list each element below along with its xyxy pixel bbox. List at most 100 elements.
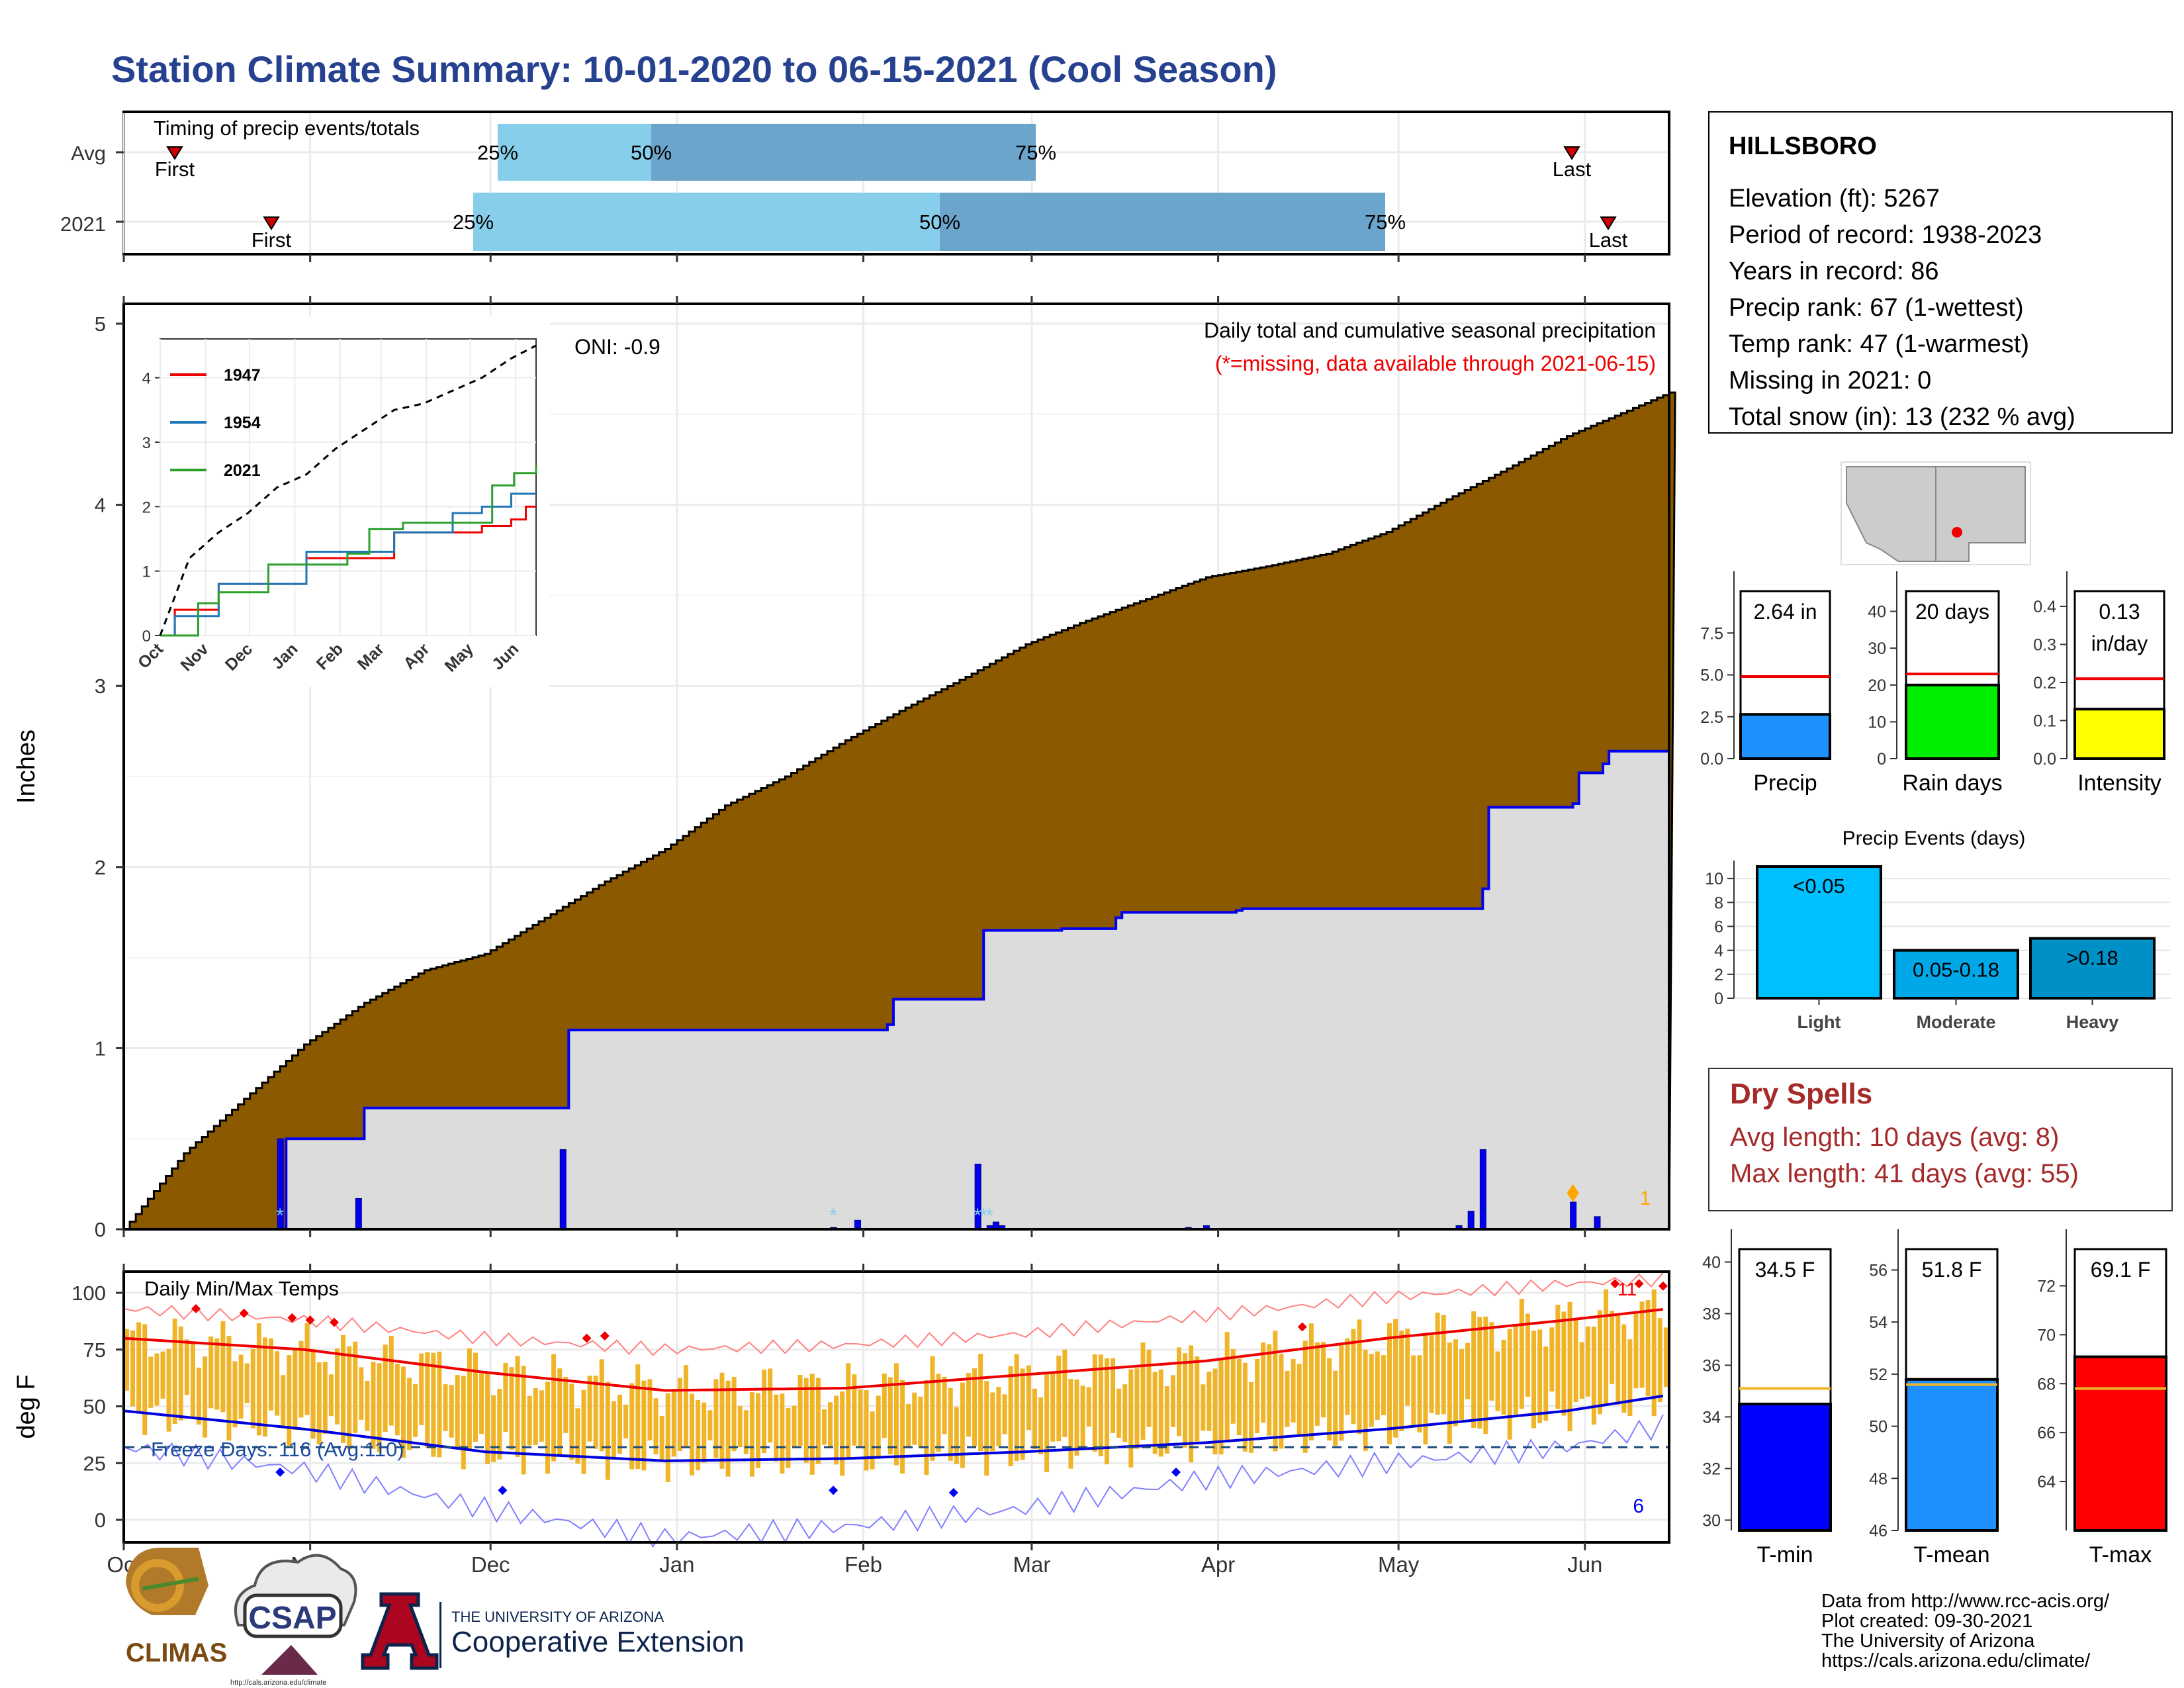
daily-temp-bar bbox=[755, 1393, 760, 1468]
timing-last-label: Last bbox=[1589, 228, 1628, 252]
footer-line-2: Plot created: 09-30-2021 bbox=[1821, 1611, 2032, 1632]
footer-credits: Data from http://www.rcc-acis.org/ Plot … bbox=[1821, 1591, 2110, 1671]
daily-temp-bar bbox=[539, 1390, 544, 1442]
daily-temp-bar bbox=[1140, 1342, 1146, 1440]
daily-temp-bar bbox=[1092, 1354, 1097, 1452]
daily-temp-bar bbox=[887, 1377, 893, 1455]
daily-temp-bar bbox=[130, 1330, 136, 1407]
daily-temp-bar bbox=[1134, 1368, 1140, 1449]
events-tick-label: 10 bbox=[1705, 870, 1723, 888]
daily-temp-bar bbox=[966, 1373, 971, 1437]
tmean-bar-group: 46 48 50 52 54 56 51.8 F T-mean bbox=[1869, 1229, 1999, 1568]
daily-temp-bar bbox=[1128, 1369, 1134, 1468]
daily-temp-bar bbox=[690, 1393, 695, 1476]
daily-temp-bar bbox=[749, 1392, 754, 1477]
oni-label: ONI: -0.9 bbox=[574, 335, 660, 359]
page-title: Station Climate Summary: 10-01-2020 to 0… bbox=[111, 48, 1277, 90]
daily-temp-bar bbox=[124, 1329, 129, 1391]
daily-temp-bar bbox=[334, 1348, 340, 1425]
daily-temp-bar bbox=[1146, 1349, 1152, 1427]
daily-temp-bar bbox=[154, 1353, 159, 1406]
daily-temp-bar bbox=[1273, 1331, 1278, 1452]
daily-temp-bar bbox=[677, 1378, 682, 1452]
daily-temp-bar bbox=[521, 1366, 526, 1475]
daily-temp-bar bbox=[924, 1380, 929, 1475]
daily-temp-bar bbox=[1621, 1324, 1627, 1413]
inset-y-tick-label: 1 bbox=[142, 563, 151, 581]
raindays-bar-value-bar bbox=[1905, 683, 2000, 761]
daily-temp-bar bbox=[1477, 1317, 1482, 1429]
intensity-bar-group: 0.0 0.1 0.2 0.3 0.4 0.13 in/day Intensity bbox=[2033, 571, 2165, 796]
daily-temp-bar bbox=[1429, 1333, 1434, 1413]
daily-temp-bar bbox=[1604, 1289, 1609, 1405]
record-high-marker bbox=[305, 1315, 315, 1325]
ua-block-a-icon bbox=[361, 1592, 439, 1670]
daily-temp-bar bbox=[316, 1362, 322, 1445]
climas-logo: CLIMAS bbox=[126, 1548, 227, 1667]
daily-temp-bar bbox=[232, 1361, 238, 1428]
timing-p50-label: 50% bbox=[631, 141, 672, 164]
timing-first-label: First bbox=[155, 158, 195, 181]
daily-temp-bar bbox=[1387, 1323, 1392, 1444]
tmin-bar-tick-label: 40 bbox=[1702, 1253, 1721, 1272]
timing-first-marker bbox=[263, 216, 280, 230]
timing-bar-q2-2021 bbox=[940, 193, 1385, 251]
daily-temp-bar bbox=[725, 1380, 731, 1477]
daily-temp-bar bbox=[581, 1389, 586, 1474]
daily-temp-bar bbox=[1038, 1397, 1044, 1454]
snow-marker: * bbox=[276, 1205, 284, 1227]
timing-row-label-2021: 2021 bbox=[60, 212, 106, 236]
precip-bar-tick-label: 2.5 bbox=[1700, 708, 1723, 727]
daily-temp-bar bbox=[1405, 1329, 1410, 1406]
daily-temp-bar bbox=[545, 1382, 550, 1474]
daily-temp-bar bbox=[1104, 1358, 1109, 1465]
daily-temp-bar bbox=[1176, 1347, 1181, 1436]
daily-precip-bar bbox=[1479, 1149, 1486, 1230]
tmin-bar-tick-label: 30 bbox=[1702, 1511, 1721, 1530]
daily-temp-bar bbox=[1513, 1324, 1518, 1415]
csap-text: CSAP bbox=[248, 1601, 336, 1636]
daily-temp-bar bbox=[1639, 1301, 1645, 1388]
daily-temp-bar bbox=[1249, 1382, 1254, 1453]
daily-temp-bar bbox=[1573, 1320, 1578, 1403]
daily-temp-bar bbox=[1008, 1366, 1013, 1466]
daily-temp-bar bbox=[1519, 1298, 1524, 1409]
precip-bar-label: Precip bbox=[1753, 771, 1817, 796]
daily-temp-bar bbox=[641, 1380, 647, 1471]
snow-count: 1 bbox=[1640, 1188, 1651, 1209]
tmax-bar-label: T-max bbox=[2089, 1542, 2152, 1568]
tmean-bar-value-text: 51.8 F bbox=[1922, 1258, 1982, 1282]
daily-temp-bar bbox=[244, 1363, 250, 1403]
daily-temp-bar bbox=[1279, 1354, 1284, 1449]
precip-bar-tick-label: 5.0 bbox=[1700, 667, 1723, 685]
precip-y-tick-label: 2 bbox=[95, 856, 106, 879]
daily-temp-bar bbox=[1537, 1329, 1543, 1423]
month-label: Jan bbox=[659, 1552, 694, 1577]
daily-precip-bar bbox=[355, 1197, 362, 1230]
daily-temp-bar bbox=[1561, 1311, 1567, 1416]
daily-temp-bar bbox=[275, 1351, 280, 1416]
daily-temp-bar bbox=[599, 1359, 604, 1452]
snow-event-diamond bbox=[1567, 1184, 1579, 1202]
location-map bbox=[1841, 461, 2031, 565]
timing-label: Timing of precip events/totals bbox=[154, 117, 420, 140]
daily-temp-bar bbox=[1302, 1340, 1308, 1453]
daily-temp-bar bbox=[136, 1322, 142, 1413]
timing-last-label: Last bbox=[1553, 158, 1592, 181]
daily-temp-bar bbox=[1567, 1301, 1572, 1432]
daily-temp-bar bbox=[527, 1395, 532, 1446]
daily-temp-bar bbox=[226, 1336, 232, 1441]
ua-bottom-text: Cooperative Extension bbox=[451, 1626, 745, 1658]
station-line-missing: Missing in 2021: 0 bbox=[1729, 367, 1931, 395]
daily-temp-bar bbox=[1465, 1342, 1471, 1399]
snow-marker: * bbox=[829, 1205, 837, 1227]
intensity-bar-value-bar bbox=[2073, 708, 2165, 760]
record-high-marker bbox=[582, 1333, 592, 1343]
tmin-bar-tick-label: 32 bbox=[1702, 1460, 1721, 1478]
daily-temp-bar bbox=[1627, 1339, 1633, 1416]
daily-temp-bar bbox=[605, 1382, 610, 1480]
temp-panel-label: Daily Min/Max Temps bbox=[144, 1277, 339, 1300]
